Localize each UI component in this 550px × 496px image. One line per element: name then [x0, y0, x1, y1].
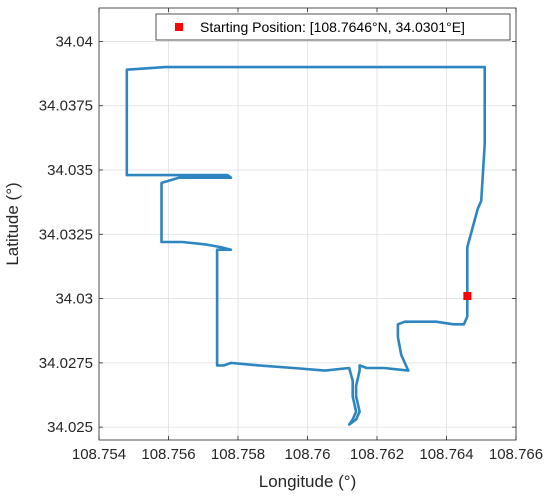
y-tick-labels: 34.025 34.0275 34.03 34.0325 34.035 34.0375 34… [39, 33, 93, 436]
y-tick-label: 34.0275 [39, 355, 93, 372]
y-tick-label: 34.025 [47, 419, 93, 436]
x-axis-label: Longitude (°) [259, 472, 357, 491]
x-tick-label: 108.756 [141, 446, 195, 463]
x-tick-label: 108.764 [419, 446, 473, 463]
legend-label: Starting Position: [108.7646°N, 34.0301°… [200, 19, 465, 35]
y-tick-label: 34.0375 [39, 98, 93, 115]
marker-layer [463, 292, 472, 300]
y-tick-label: 34.035 [47, 162, 93, 179]
plot-area [98, 7, 517, 441]
legend-marker-icon [175, 23, 183, 31]
x-tick-label: 108.762 [350, 446, 404, 463]
trajectory-line [125, 65, 487, 426]
x-tick-label: 108.76 [285, 446, 331, 463]
x-tick-label: 108.754 [72, 446, 126, 463]
y-tick-label: 34.0325 [39, 226, 93, 243]
starting-position-marker [463, 292, 472, 300]
legend: Starting Position: [108.7646°N, 34.0301°… [155, 13, 511, 41]
y-tick-label: 34.03 [55, 291, 93, 308]
tick-marks [98, 8, 517, 440]
x-tick-labels: 108.754 108.756 108.758 108.76 108.762 108.76… [72, 446, 543, 463]
y-axis-label: Latitude (°) [3, 182, 22, 265]
legend-box [155, 13, 511, 41]
series-layer [125, 65, 487, 426]
y-tick-label: 34.04 [55, 33, 93, 50]
x-tick-label: 108.758 [211, 446, 265, 463]
x-tick-label: 108.766 [489, 446, 543, 463]
